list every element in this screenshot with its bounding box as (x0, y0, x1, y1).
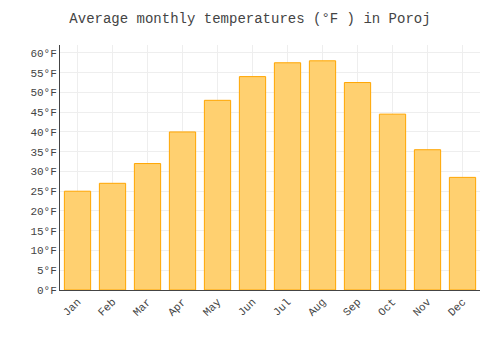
svg-text:50°F: 50°F (30, 87, 56, 99)
svg-text:Feb: Feb (96, 296, 118, 318)
svg-text:45°F: 45°F (30, 107, 56, 119)
svg-text:Jul: Jul (271, 296, 293, 318)
svg-text:Jun: Jun (236, 296, 258, 318)
svg-text:0°F: 0°F (37, 285, 57, 297)
svg-text:25°F: 25°F (30, 186, 56, 198)
svg-text:5°F: 5°F (37, 265, 57, 277)
svg-text:Nov: Nov (411, 296, 434, 319)
svg-text:Mar: Mar (131, 296, 153, 318)
svg-text:Dec: Dec (446, 296, 468, 318)
svg-text:15°F: 15°F (30, 226, 56, 238)
svg-text:Apr: Apr (166, 296, 188, 318)
svg-text:Average monthly temperatures (: Average monthly temperatures (°F ) in Po… (69, 11, 430, 27)
svg-text:Oct: Oct (376, 296, 398, 318)
svg-text:Aug: Aug (306, 296, 328, 318)
svg-text:30°F: 30°F (30, 166, 56, 178)
svg-text:May: May (201, 296, 224, 319)
svg-text:60°F: 60°F (30, 48, 56, 60)
svg-text:35°F: 35°F (30, 147, 56, 159)
svg-text:40°F: 40°F (30, 127, 56, 139)
svg-text:Jan: Jan (61, 296, 83, 318)
svg-text:20°F: 20°F (30, 206, 56, 218)
svg-text:10°F: 10°F (30, 245, 56, 257)
svg-text:Sep: Sep (341, 296, 363, 318)
svg-text:55°F: 55°F (30, 68, 56, 80)
